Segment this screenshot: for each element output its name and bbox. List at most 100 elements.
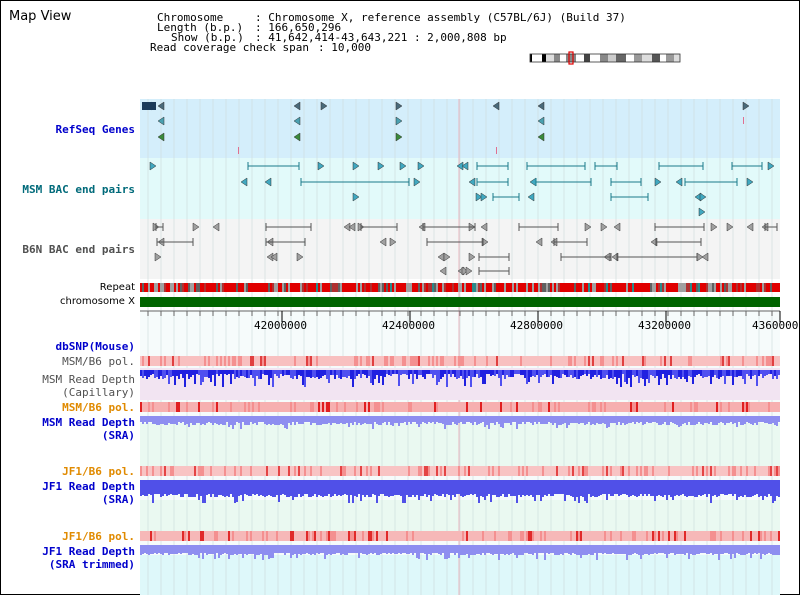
- msm-bac-label[interactable]: MSM BAC end pairs: [22, 183, 135, 196]
- msm-sra-depth-bar: [342, 416, 344, 424]
- jf1-b6-pol-trim-cell: [294, 531, 296, 541]
- msm-sra-depth-bar: [240, 416, 242, 429]
- jf1-trim-depth-bar: [388, 545, 390, 553]
- msm-cap-depth-bar: [544, 370, 546, 374]
- jf1-b6-pol-cell: [166, 466, 168, 476]
- repeat-segment: [404, 283, 406, 292]
- jf1-trim-depth-bar: [744, 545, 746, 555]
- msm-sra-depth-bar: [742, 416, 744, 425]
- msm-b6-pol-sra-cell: [452, 402, 454, 412]
- jf1-b6-pol-trim-cell: [774, 531, 776, 541]
- msm-b6-pol-cell: [726, 356, 728, 366]
- msm-b6-pol-cell: [592, 356, 594, 366]
- msm-b6-pol-sra-cell: [178, 402, 180, 412]
- span-key: Read coverage check span: [150, 41, 309, 54]
- chromosome-ideogram[interactable]: [528, 50, 698, 66]
- repeat-segment: [532, 283, 534, 292]
- jf1-sra-depth-bar: [230, 480, 232, 494]
- msm-b6-pol-cell: [766, 356, 768, 366]
- msm-b6-pol-cell: [574, 356, 576, 366]
- msm-b6-pol-sra-cell: [672, 402, 674, 412]
- jf1-sra-depth-bar: [532, 480, 534, 497]
- jf1-sra-depth-bar: [602, 480, 604, 494]
- repeat-segment: [310, 283, 312, 292]
- jf1-trim-depth-bar: [472, 545, 474, 555]
- msm-b6-pol-sra-cell: [664, 402, 666, 412]
- jf1-trim-depth-bar: [542, 545, 544, 553]
- msm-b6-pol-sra-cell: [502, 402, 504, 412]
- jf1-trim-depth-bar: [624, 545, 626, 554]
- msm-sra-depth-bar: [274, 416, 276, 425]
- jf1-b6-pol-cell: [188, 466, 190, 476]
- msm-cap-depth-bar: [380, 370, 382, 376]
- msm-b6-pol-sra-cell: [292, 402, 294, 412]
- b6n-bac-label[interactable]: B6N BAC end pairs: [22, 243, 135, 256]
- msm-cap-depth-bar: [552, 370, 554, 384]
- jf1-trim-depth-bar: [246, 545, 248, 555]
- jf1-trim-depth-bar: [530, 545, 532, 554]
- msm-b6-pol-cell: [350, 356, 352, 366]
- msm-cap-depth-bar: [644, 370, 646, 386]
- msm-sra-depth-bar: [586, 416, 588, 424]
- repeat-segment: [568, 283, 570, 292]
- jf1-b6-pol-cell: [696, 466, 698, 476]
- jf1-trim-depth-bar: [234, 545, 236, 554]
- jf1-trim-depth-bar: [172, 545, 174, 554]
- msm-b6-pol-cell: [440, 356, 442, 366]
- jf1-b6-pol-trim-cell: [158, 531, 160, 541]
- jf1-trim-depth-bar: [714, 545, 716, 554]
- msm-sra-depth-bar: [206, 416, 208, 423]
- jf1-trim-depth-bar: [348, 545, 350, 553]
- jf1-trim-depth-bar: [646, 545, 648, 554]
- msm-b6-pol-cell: [182, 356, 184, 366]
- repeat-segment: [750, 283, 752, 292]
- msm-sra-depth-bar: [410, 416, 412, 424]
- jf1-b6-pol-cell: [250, 466, 252, 476]
- dbsnp-label[interactable]: dbSNP(Mouse): [55, 340, 135, 353]
- jf1-trim-depth-bar: [218, 545, 220, 558]
- jf1-b6-pol-trim-cell: [270, 531, 272, 541]
- msm-b6-pol-sra-cell: [422, 402, 424, 412]
- msm-b6-pol-sra-cell: [172, 402, 174, 412]
- jf1-b6-pol-cell: [546, 466, 548, 476]
- msm-b6-pol-cell: [708, 356, 710, 366]
- msm-b6-pol-cell: [382, 356, 384, 366]
- msm-sra-depth-bar: [384, 416, 386, 422]
- jf1-b6-pol-cell: [602, 466, 604, 476]
- jf1-sra-depth-bar: [750, 480, 752, 497]
- msm-b6-pol-sra-cell: [322, 402, 324, 412]
- msm-cap-depth-bar: [766, 370, 768, 375]
- jf1-trim-depth-bar: [204, 545, 206, 553]
- jf1-sra-depth-bar: [412, 480, 414, 495]
- msm-b6-pol-sra-cell: [192, 402, 194, 412]
- jf1-b6-pol-cell: [396, 466, 398, 476]
- jf1-trim-depth-bar: [778, 545, 780, 555]
- repeat-segment: [428, 283, 430, 292]
- jf1-trim-depth-bar: [704, 545, 706, 553]
- msm-cap-depth-bar: [762, 370, 764, 378]
- msm-sra-depth-bar: [204, 416, 206, 425]
- msm-sra-depth-bar: [606, 416, 608, 428]
- jf1-b6-pol-trim-cell: [554, 531, 556, 541]
- msm-b6-pol-cell: [458, 356, 460, 366]
- jf1-b6-pol-cell: [588, 466, 590, 476]
- jf1-sra-depth-bar: [566, 480, 568, 495]
- msm-sra-depth-bar: [566, 416, 568, 428]
- jf1-trim-depth-bar: [552, 545, 554, 553]
- repeat-segment: [250, 283, 252, 292]
- msm-sra-depth-bar: [724, 416, 726, 425]
- repeat-segment: [178, 283, 180, 292]
- msm-cap-depth-bar: [478, 370, 480, 378]
- msm-cap-depth-bar: [430, 370, 432, 374]
- jf1-b6-pol-cell: [388, 466, 390, 476]
- msm-sra-depth-bar: [736, 416, 738, 427]
- jf1-b6-pol-cell: [262, 466, 264, 476]
- msm-b6-pol-sra-cell: [308, 402, 310, 412]
- repeat-segment: [424, 283, 426, 292]
- refseq-genes-label[interactable]: RefSeq Genes: [55, 123, 135, 136]
- msm-sra-depth-bar: [142, 416, 144, 424]
- msm-cap-depth-bar: [300, 370, 302, 376]
- msm-b6-pol-sra-cell: [288, 402, 290, 412]
- jf1-b6-pol-trim-cell: [678, 531, 680, 541]
